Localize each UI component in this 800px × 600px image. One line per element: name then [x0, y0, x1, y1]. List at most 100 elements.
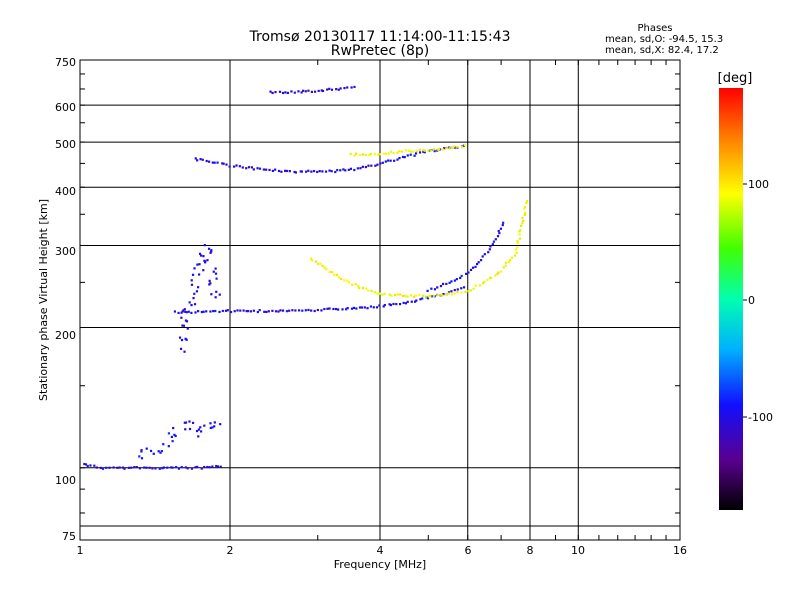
- echo-point: [233, 310, 236, 313]
- echo-point: [398, 302, 402, 306]
- echo-point: [284, 91, 287, 94]
- echo-point: [439, 284, 443, 288]
- echo-point: [203, 244, 206, 247]
- echo-point: [515, 251, 518, 255]
- echo-point: [413, 300, 417, 303]
- echo-point: [436, 286, 439, 289]
- echo-point: [159, 451, 162, 454]
- echo-point: [419, 298, 422, 301]
- echo-point: [304, 309, 307, 312]
- echo-point: [389, 150, 393, 153]
- x-tick-10: 10: [571, 544, 585, 557]
- y-tick-300: 300: [55, 245, 76, 258]
- echo-point: [483, 253, 486, 256]
- echo-point: [138, 455, 141, 458]
- echo-point: [288, 309, 291, 312]
- echo-point: [133, 466, 136, 469]
- echo-point: [215, 277, 218, 280]
- echo-point: [350, 86, 353, 89]
- echo-point: [319, 262, 322, 265]
- echo-point: [357, 284, 360, 288]
- echo-point: [422, 150, 425, 153]
- echo-point: [427, 149, 430, 152]
- echo-point: [353, 168, 356, 172]
- echo-point: [294, 309, 297, 312]
- echo-point: [518, 233, 521, 236]
- echo-point: [501, 223, 504, 227]
- echo-point: [190, 283, 194, 286]
- echo-point: [310, 90, 314, 93]
- echo-point: [208, 466, 211, 469]
- echo-point: [424, 295, 427, 298]
- echo-point: [472, 287, 475, 290]
- echo-point: [233, 165, 236, 168]
- echo-point: [161, 467, 164, 470]
- echo-point: [337, 308, 340, 311]
- echo-point: [414, 294, 418, 297]
- echo-point: [494, 238, 497, 241]
- echo-point: [343, 86, 346, 90]
- echo-point: [197, 310, 200, 313]
- echo-point: [405, 149, 408, 152]
- echo-point: [184, 310, 187, 313]
- echo-point: [409, 294, 413, 297]
- x-tick-2: 2: [227, 544, 234, 557]
- echo-point: [196, 263, 199, 266]
- echo-point: [403, 156, 406, 159]
- echo-point: [212, 270, 215, 273]
- echo-point: [483, 280, 486, 283]
- echo-point: [519, 229, 522, 232]
- y-tick-600: 600: [55, 101, 76, 114]
- echo-point: [194, 157, 197, 160]
- echo-point: [204, 261, 207, 264]
- echo-point: [382, 152, 385, 155]
- echo-point: [247, 166, 251, 169]
- echo-point: [471, 266, 475, 269]
- y-axis-label: Stationary phase Virtual Height [km]: [37, 199, 50, 401]
- echo-point: [378, 304, 381, 307]
- echo-point: [340, 277, 343, 281]
- echo-point: [490, 276, 493, 279]
- echo-point: [214, 272, 218, 275]
- echo-point: [274, 310, 278, 313]
- echo-point: [207, 247, 211, 250]
- echo-point: [265, 168, 268, 171]
- echo-point: [456, 288, 459, 291]
- echo-point: [197, 428, 201, 431]
- echo-point: [186, 467, 189, 470]
- echo-point: [514, 248, 518, 251]
- echo-point: [350, 307, 354, 310]
- echo-point: [516, 239, 519, 243]
- echo-point: [200, 430, 203, 433]
- echo-point: [439, 293, 443, 296]
- echo-point: [258, 167, 262, 170]
- echo-point: [474, 284, 477, 287]
- echo-point: [441, 294, 444, 297]
- echo-point: [523, 213, 526, 217]
- echo-point: [183, 421, 186, 424]
- echo-point: [277, 310, 280, 313]
- echo-point: [174, 434, 177, 438]
- echo-point: [342, 168, 345, 171]
- echo-point: [274, 90, 277, 94]
- echo-point: [432, 294, 435, 297]
- echo-point: [198, 252, 202, 255]
- echo-point: [288, 170, 291, 173]
- echo-point: [173, 433, 176, 436]
- echo-point: [487, 251, 490, 254]
- y-tick-100: 100: [55, 474, 76, 487]
- echo-point: [475, 262, 479, 266]
- echo-point: [509, 258, 512, 262]
- echo-point: [518, 230, 521, 233]
- echo-point: [463, 143, 466, 147]
- echo-point: [448, 281, 451, 284]
- echo-point: [140, 457, 144, 460]
- echo-point: [352, 306, 356, 310]
- echo-point: [219, 423, 222, 426]
- echo-point: [193, 267, 196, 270]
- echo-point: [171, 440, 174, 443]
- echo-point: [202, 255, 205, 258]
- echo-point: [196, 159, 199, 162]
- echo-point: [299, 170, 302, 173]
- echo-point: [170, 466, 173, 469]
